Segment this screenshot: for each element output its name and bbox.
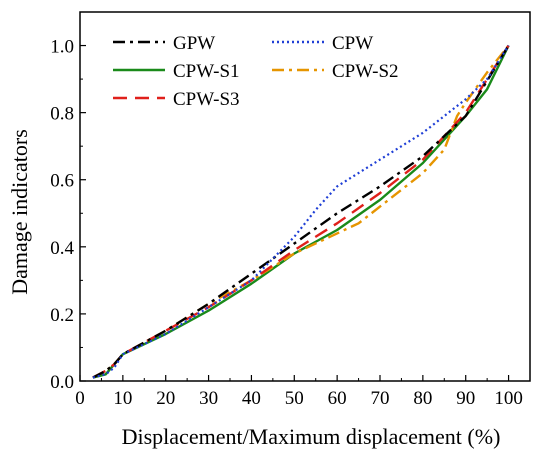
series-layer: [92, 44, 510, 379]
ticks-layer: 0 10 20 30 40 50 60 70 80 90 100 0.0 0.2 0.4 0.6 0.8 1.0: [50, 37, 523, 409]
x-tick-label: 50: [285, 388, 304, 409]
series-line-cpw-s1: [92, 44, 510, 379]
legend-label-cpw: CPW: [332, 33, 373, 54]
x-tick-label: 70: [371, 388, 390, 409]
x-tick-label: 60: [328, 388, 347, 409]
x-tick-label: 30: [199, 388, 218, 409]
x-tick-label: 80: [413, 388, 432, 409]
series-line-cpw-s3: [92, 44, 510, 379]
series-line-cpw: [92, 44, 510, 379]
legend-label-cpw-s1: CPW-S1: [173, 61, 240, 82]
legend-label-gpw: GPW: [173, 33, 215, 54]
x-tick-label: 20: [156, 388, 175, 409]
y-tick-label: 1.0: [50, 37, 74, 58]
legend-label-cpw-s2: CPW-S2: [332, 61, 399, 82]
legend-label-cpw-s3: CPW-S3: [173, 89, 240, 110]
y-tick-label: 0.6: [50, 171, 74, 192]
series-line-gpw: [92, 44, 510, 379]
series-line-cpw-s2: [92, 44, 510, 379]
y-tick-label: 0.8: [50, 104, 74, 125]
plot-frame: [79, 11, 531, 382]
x-tick-label: 90: [456, 388, 475, 409]
legend: GPW CPW CPW-S1 CPW-S2 CPW-S3: [113, 33, 399, 110]
x-axis-label: Displacement/Maximum displacement (%): [122, 424, 501, 449]
x-tick-label: 10: [113, 388, 132, 409]
x-tick-label: 100: [494, 388, 523, 409]
x-tick-label: 40: [242, 388, 261, 409]
x-tick-label: 0: [75, 388, 85, 409]
y-axis-label: Damage indicators: [7, 129, 32, 295]
plot-border: [79, 11, 531, 382]
y-tick-label: 0.2: [50, 305, 74, 326]
y-tick-label: 0.0: [50, 372, 74, 393]
y-tick-label: 0.4: [50, 238, 74, 259]
